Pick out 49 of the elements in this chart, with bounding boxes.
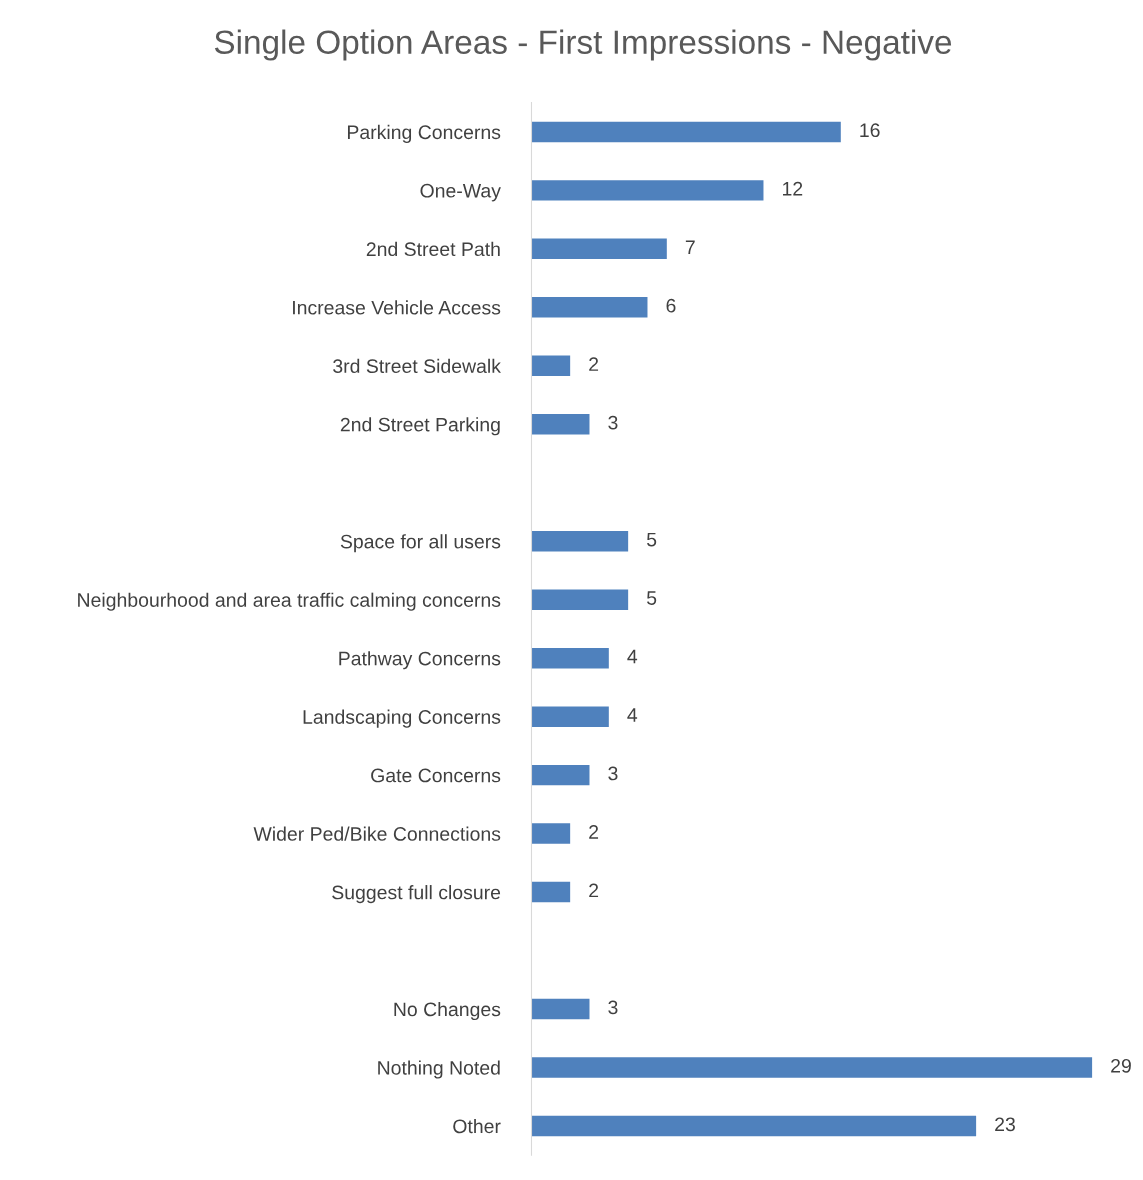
data-label: 3 [608,415,618,430]
data-label: 2 [589,357,599,371]
bar [531,297,648,318]
y-tick-label: One-Way [420,183,501,202]
bar [531,180,764,201]
y-tick-label: Nothing Noted [378,1060,500,1079]
data-label: 3 [608,766,618,781]
y-tick-label: Suggest full closure [332,885,501,904]
data-label: 3 [608,1000,618,1015]
y-tick-label: Parking Concerns [347,124,501,143]
bar [531,706,609,727]
y-tick-label: Neighbourhood and area traffic calming concerns [78,592,501,611]
data-label: 16 [860,123,880,138]
y-tick-label: Gate Concerns [371,768,501,783]
bar [531,881,571,903]
data-label: 23 [995,1117,1015,1132]
data-label: 5 [646,591,657,605]
data-label: 4 [627,708,638,722]
y-tick-label: Space for all users [340,534,501,553]
y-tick-label: 3rd Street Sidewalk [333,358,501,374]
y-tick-label: No Changes [394,1001,501,1021]
data-label: 7 [685,240,695,254]
data-label: 4 [627,649,638,664]
bar [531,1115,977,1137]
data-label: 2 [589,883,599,898]
bar [531,414,590,435]
bar [531,589,629,610]
bar [531,998,590,1020]
data-label: 6 [666,298,676,313]
y-tick-label: Other [453,1118,501,1134]
bar [531,647,609,669]
data-label: 2 [589,825,599,839]
bar [531,823,571,844]
bar [531,764,590,786]
bar [531,238,667,260]
y-tick-label: Wider Ped/Bike Connections [253,826,501,841]
y-tick-label: Pathway Concerns [339,651,501,670]
bar [531,355,571,377]
data-label: 29 [1111,1058,1131,1073]
bar [531,121,841,143]
data-label: 5 [646,532,657,547]
bar [531,1057,1093,1078]
y-tick-label: 2nd Street Path [366,241,500,257]
chart-title: Single Option Areas - First Impressions - Negative [214,29,952,61]
y-tick-label: Landscaping Concerns [303,709,501,728]
y-tick-label: 2nd Street Parking [340,417,500,436]
y-tick-label: Increase Vehicle Access [293,300,501,315]
data-label: 12 [783,181,803,196]
bar [531,530,629,552]
